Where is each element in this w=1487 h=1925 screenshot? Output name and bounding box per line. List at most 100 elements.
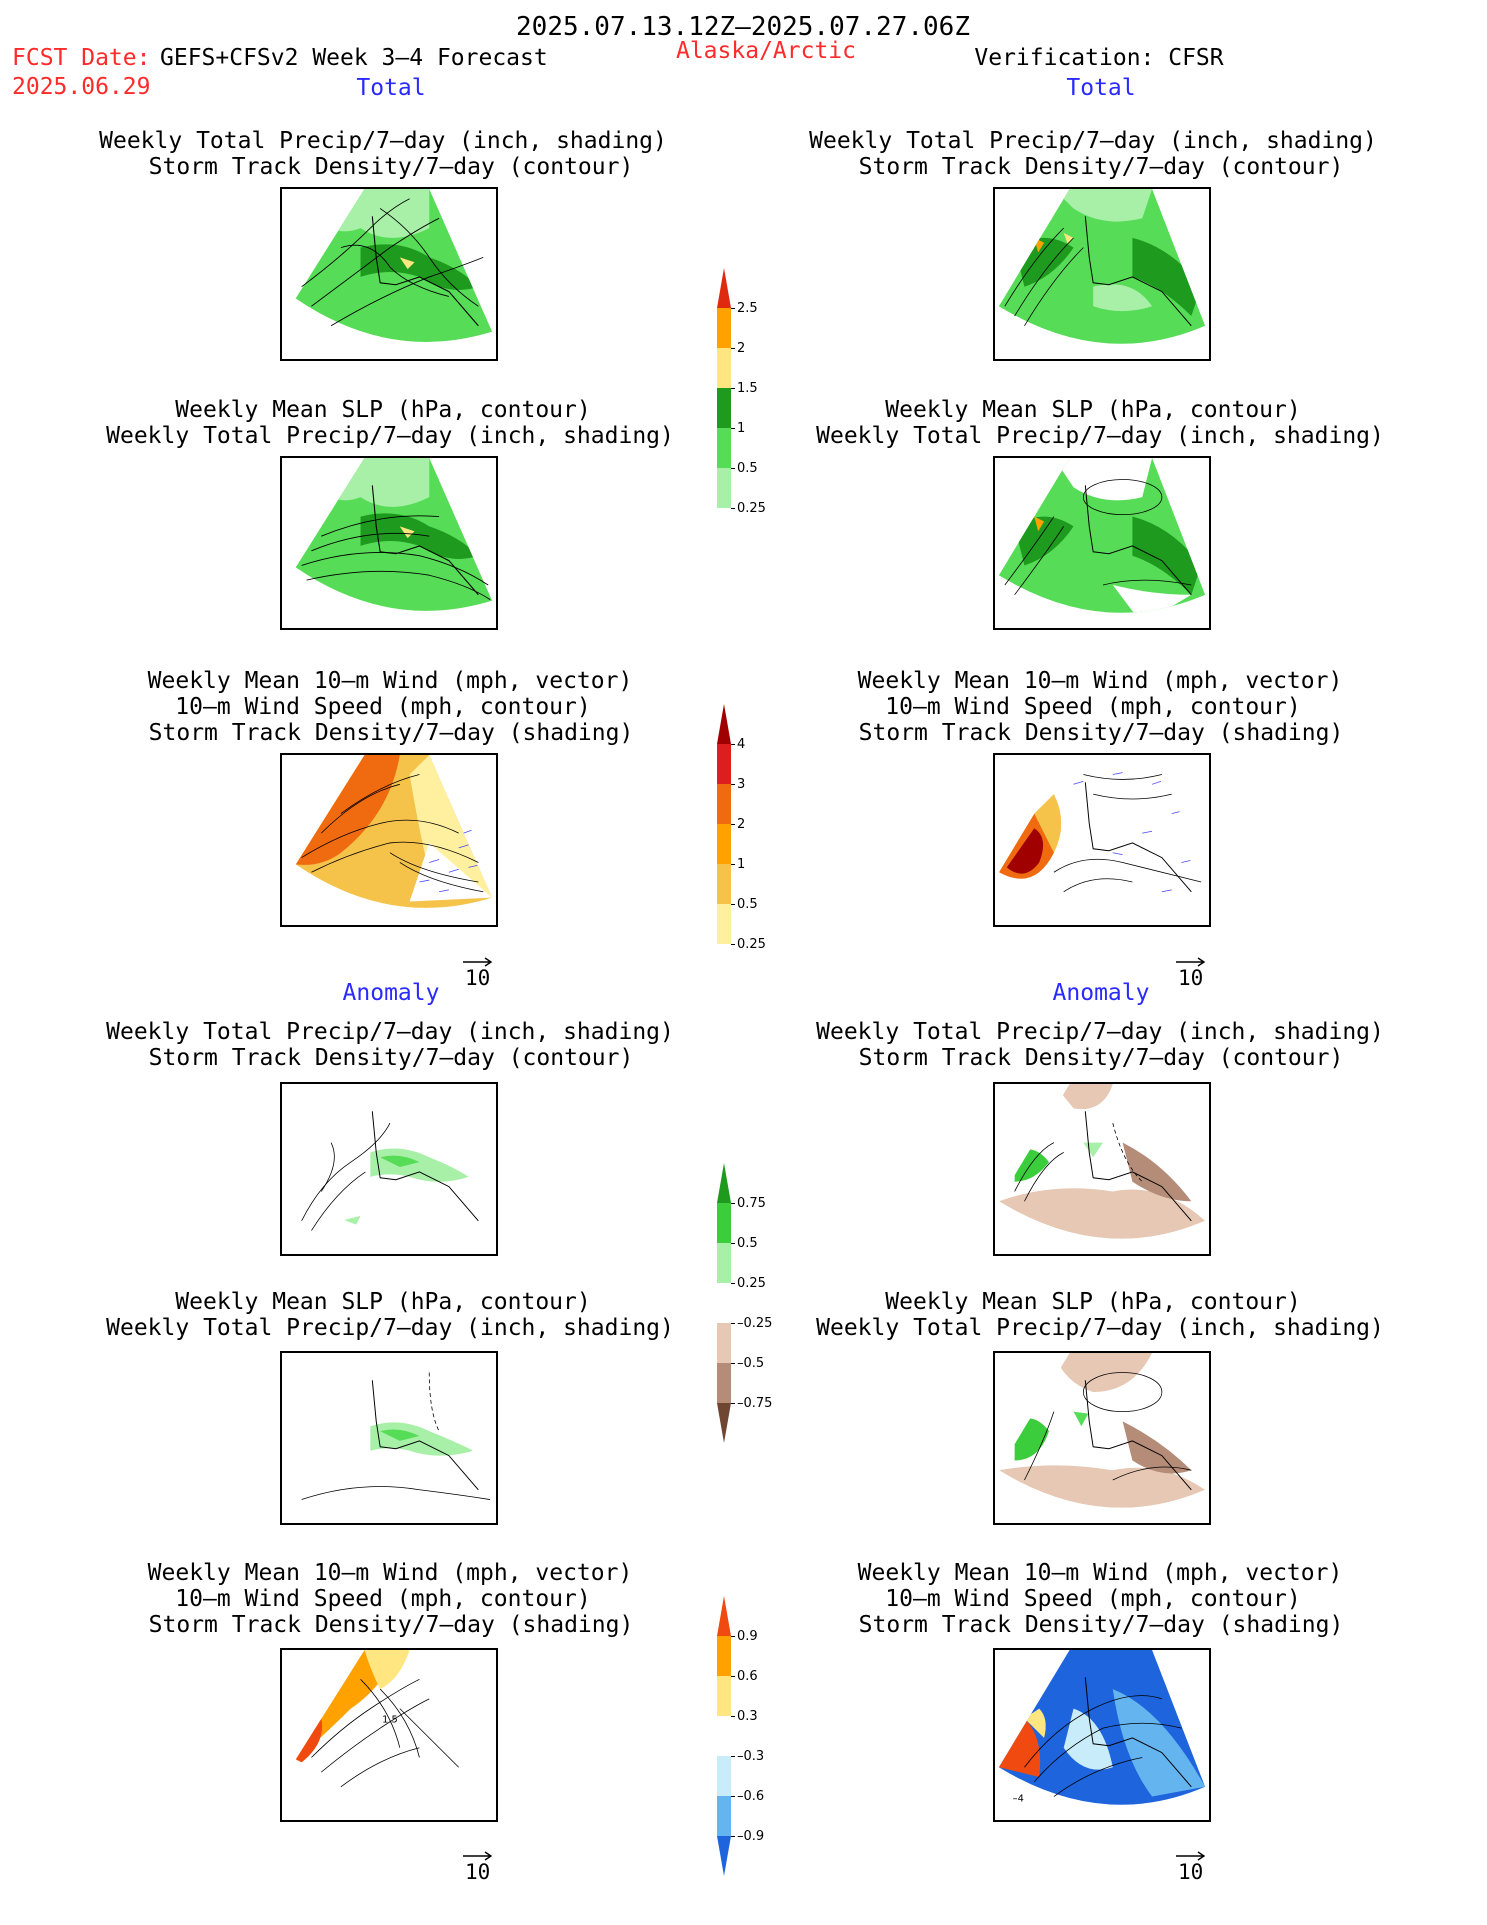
map-fcst-total-wind [280, 753, 498, 927]
colorbar-segment [717, 1636, 731, 1676]
colorbar-tick-mark [731, 388, 735, 389]
panel-title-line: Weekly Total Precip/7–day (inch, shading… [99, 128, 667, 154]
colorbar-tick-mark [731, 348, 735, 349]
colorbar-tick-mark [731, 944, 735, 945]
panel-title-line: Storm Track Density/7–day (contour) [858, 1045, 1344, 1071]
colorbar-tick-label: 3 [737, 777, 746, 792]
colorbar-tick-label: –0.9 [737, 1829, 765, 1844]
colorbar-tick-mark [731, 1756, 735, 1757]
colorbar-tick-label: 0.5 [737, 1236, 758, 1251]
section-total-right: Total [1066, 75, 1136, 101]
colorbar-tick-mark [731, 1836, 735, 1837]
map-fcst-total-slp-precip [280, 456, 498, 630]
colorbar-segment [717, 1836, 731, 1876]
map-fcst-anom-slp-precip [280, 1351, 498, 1525]
colorbar-tick-mark [731, 1323, 735, 1324]
colorbar-tick-label: 0.75 [737, 1196, 766, 1211]
panel-title-line: Weekly Mean SLP (hPa, contour) [885, 397, 1301, 423]
colorbar-tick-mark [731, 468, 735, 469]
vector-ref-label: 10 [1178, 1860, 1204, 1884]
vector-ref-label: 10 [465, 1860, 491, 1884]
panel-title-line: 10–m Wind Speed (mph, contour) [175, 1586, 591, 1612]
colorbar-tick-label: –0.6 [737, 1789, 765, 1804]
colorbar-segment [717, 388, 731, 428]
colorbar-tick-mark [731, 864, 735, 865]
colorbar-storm-total: 4 3 2 1 0.5 0.25 [715, 704, 795, 994]
map-verif-total-wind [993, 753, 1211, 927]
panel-title-line: Storm Track Density/7–day (shading) [148, 720, 634, 746]
colorbar-segment [717, 468, 731, 508]
colorbar-segment [717, 1756, 731, 1796]
colorbar-svg [717, 704, 731, 984]
panel-title-line: Weekly Total Precip/7–day (inch, shading… [106, 1019, 674, 1045]
panel-title-line: Weekly Mean SLP (hPa, contour) [175, 1289, 591, 1315]
map-contour-label: 1.5 [382, 1714, 398, 1725]
colorbar-tick-label: –0.75 [737, 1396, 773, 1411]
panel-title-line: Weekly Mean 10–m Wind (mph, vector) [147, 668, 633, 694]
colorbar-segment [717, 744, 731, 784]
map-verif-anom-precip-storm [993, 1082, 1211, 1256]
colorbar-tick-mark [731, 1716, 735, 1717]
colorbar-tick-label: 0.5 [737, 461, 758, 476]
panel-title-line: Weekly Total Precip/7–day (inch, shading… [816, 1019, 1384, 1045]
map-contour-label: –4 [1013, 1793, 1024, 1804]
colorbar-svg [717, 268, 731, 548]
colorbar-tick-label: 0.9 [737, 1629, 758, 1644]
section-anomaly-left: Anomaly [342, 980, 440, 1006]
colorbar-segment [717, 1163, 731, 1203]
colorbar-tick-mark [731, 824, 735, 825]
map-verif-anom-slp-precip [993, 1351, 1211, 1525]
colorbar-tick-mark [731, 904, 735, 905]
colorbar-segment [717, 704, 731, 744]
colorbar-tick-mark [731, 784, 735, 785]
fcst-date-label: FCST Date: [12, 45, 151, 71]
map-fcst-anom-precip-storm [280, 1082, 498, 1256]
vector-ref-arrow-icon [1176, 952, 1206, 967]
colorbar-tick-mark [731, 1636, 735, 1637]
colorbar-segment [717, 268, 731, 308]
colorbar-precip-total: 2.5 2 1.5 1 0.5 0.25 [715, 268, 795, 558]
colorbar-tick-label: 0.25 [737, 501, 766, 516]
colorbar-tick-label: –0.3 [737, 1749, 765, 1764]
colorbar-tick-mark [731, 1676, 735, 1677]
panel-title-line: Storm Track Density/7–day (shading) [148, 1612, 634, 1638]
colorbar-tick-mark [731, 1243, 735, 1244]
colorbar-precip-anom: 0.75 0.5 0.25 –0.25 –0.5 –0.75 [715, 1163, 795, 1453]
colorbar-tick-label: 0.25 [737, 1276, 766, 1291]
colorbar-tick-label: –0.25 [737, 1316, 773, 1331]
colorbar-tick-label: 1.5 [737, 381, 758, 396]
colorbar-tick-label: 2 [737, 817, 746, 832]
colorbar-tick-mark [731, 1203, 735, 1204]
colorbar-svg [717, 1596, 731, 1876]
colorbar-tick-mark [731, 1283, 735, 1284]
colorbar-tick-label: 1 [737, 857, 746, 872]
colorbar-tick-mark [731, 1403, 735, 1404]
section-total-left: Total [356, 75, 426, 101]
colorbar-tick-label: 4 [737, 737, 746, 752]
panel-title-line: Weekly Total Precip/7–day (inch, shading… [106, 423, 674, 449]
panel-title-line: 10–m Wind Speed (mph, contour) [175, 694, 591, 720]
colorbar-segment [717, 428, 731, 468]
panel-title-line: Weekly Mean SLP (hPa, contour) [885, 1289, 1301, 1315]
colorbar-tick-label: 0.25 [737, 937, 766, 952]
map-fcst-anom-wind: 1.5 [280, 1648, 498, 1822]
colorbar-segment [717, 1596, 731, 1636]
colorbar-segment [717, 1796, 731, 1836]
panel-title-line: 10–m Wind Speed (mph, contour) [885, 1586, 1301, 1612]
colorbar-tick-label: –0.5 [737, 1356, 765, 1371]
colorbar-segment [717, 1243, 731, 1283]
panel-title-line: Weekly Mean 10–m Wind (mph, vector) [857, 1560, 1343, 1586]
panel-title-line: Storm Track Density/7–day (contour) [148, 1045, 634, 1071]
fcst-model: GEFS+CFSv2 Week 3–4 Forecast [160, 45, 548, 71]
vector-ref-arrow-icon [463, 952, 493, 967]
map-verif-total-slp-precip [993, 456, 1211, 630]
panel-title-line: Storm Track Density/7–day (shading) [858, 720, 1344, 746]
colorbar-tick-label: 0.6 [737, 1669, 758, 1684]
date-range: 2025.07.13.12Z–2025.07.27.06Z [516, 12, 970, 42]
colorbar-segment [717, 1283, 731, 1323]
panel-title-line: Storm Track Density/7–day (contour) [858, 154, 1344, 180]
colorbar-segment [717, 1203, 731, 1243]
colorbar-segment [717, 1676, 731, 1716]
region-label: Alaska/Arctic [675, 38, 857, 64]
vector-ref-arrow-icon [1176, 1846, 1206, 1861]
